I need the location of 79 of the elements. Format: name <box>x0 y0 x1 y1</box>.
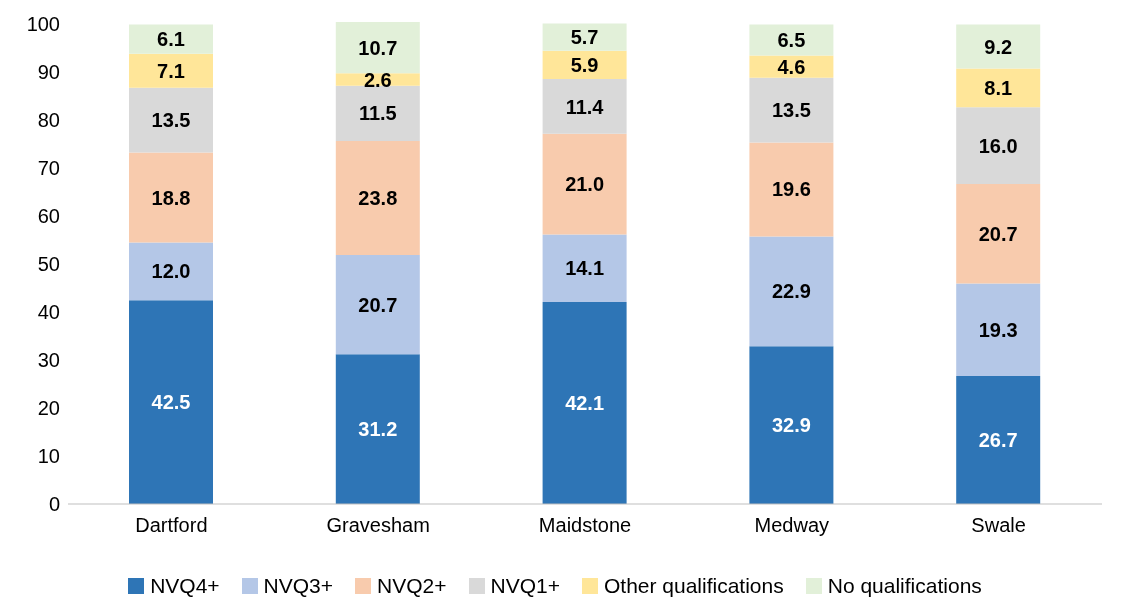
bar <box>335 22 420 74</box>
data-label: 11.4 <box>565 95 605 118</box>
bar <box>335 354 420 504</box>
bar <box>749 142 834 237</box>
legend-label: Other qualifications <box>602 574 784 598</box>
bar <box>129 300 213 504</box>
bar <box>542 133 627 235</box>
y-tick-label: 60 <box>37 205 60 228</box>
data-label: 42.1 <box>565 392 605 415</box>
bar <box>129 53 213 88</box>
data-label: 2.6 <box>363 68 392 91</box>
bar <box>335 140 420 256</box>
y-tick-label: 90 <box>37 61 60 84</box>
data-label: 26.7 <box>978 429 1018 452</box>
data-label: 6.5 <box>777 29 806 52</box>
bar <box>542 302 627 504</box>
data-label: 19.3 <box>978 318 1018 341</box>
data-label: 18.8 <box>151 186 191 209</box>
data-label: 5.7 <box>570 26 599 49</box>
bar <box>749 77 834 143</box>
data-label: 7.1 <box>157 59 185 82</box>
data-label: 13.5 <box>151 109 191 132</box>
legend-label: NVQ3+ <box>262 574 334 598</box>
bar <box>956 375 1041 504</box>
data-label: 5.9 <box>570 54 599 77</box>
bar <box>542 234 627 303</box>
bar <box>335 255 420 355</box>
legend-label: NVQ2+ <box>376 574 447 598</box>
data-label: 42.5 <box>151 391 191 414</box>
data-label: 4.6 <box>777 55 806 78</box>
x-tick-label: Medway <box>754 514 830 537</box>
data-label: 12.0 <box>151 260 191 283</box>
y-tick-label: 40 <box>37 301 60 324</box>
data-label: 20.7 <box>358 293 398 316</box>
data-label: 19.6 <box>771 178 811 201</box>
y-tick-label: 50 <box>37 253 60 276</box>
y-tick-label: 80 <box>37 109 60 132</box>
x-tick-label: Gravesham <box>326 514 430 537</box>
bar <box>335 85 420 141</box>
bar <box>129 87 213 153</box>
bar <box>749 346 834 504</box>
bar <box>129 152 213 243</box>
data-label: 16.0 <box>978 134 1018 157</box>
legend-label: NVQ1+ <box>489 574 560 598</box>
data-label: 14.1 <box>565 257 605 280</box>
data-label: 20.7 <box>978 222 1018 245</box>
legend-label: NVQ4+ <box>149 574 220 598</box>
bar <box>956 24 1041 69</box>
y-tick-label: 70 <box>37 157 60 180</box>
x-tick-label: Dartford <box>135 514 208 537</box>
data-label: 22.9 <box>771 280 811 303</box>
data-label: 13.5 <box>771 99 811 122</box>
bar <box>749 236 834 347</box>
data-label: 11.5 <box>358 102 397 125</box>
bar <box>956 283 1041 376</box>
data-label: 10.7 <box>358 36 398 59</box>
bar <box>542 79 627 134</box>
bar <box>129 24 213 54</box>
y-tick-label: 10 <box>37 445 60 468</box>
y-tick-label: 20 <box>37 397 60 420</box>
data-label: 8.1 <box>984 77 1013 100</box>
data-label: 21.0 <box>565 173 605 196</box>
x-tick-label: Swale <box>971 514 1026 537</box>
data-label: 9.2 <box>984 35 1013 58</box>
data-label: 32.9 <box>771 414 811 437</box>
data-label: 23.8 <box>358 187 398 210</box>
y-tick-label: 0 <box>48 493 60 516</box>
bar <box>956 68 1041 108</box>
y-tick-label: 100 <box>26 13 60 36</box>
bar <box>749 24 834 56</box>
data-label: 6.1 <box>157 28 185 51</box>
legend-label: No qualifications <box>826 574 982 598</box>
bar <box>129 242 213 301</box>
x-tick-label: Maidstone <box>538 514 632 537</box>
bar <box>956 107 1041 185</box>
data-label: 31.2 <box>358 418 398 441</box>
bar <box>956 184 1041 284</box>
y-tick-label: 30 <box>37 349 60 372</box>
bar <box>542 23 627 51</box>
